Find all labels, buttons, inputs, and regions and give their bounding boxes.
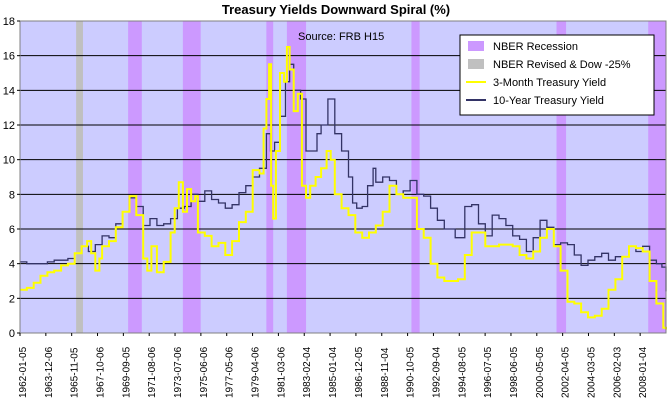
source-note: Source: FRB H15 (298, 31, 384, 43)
x-tick-label: 1975-06-06 (199, 346, 210, 398)
y-tick-label: 18 (3, 16, 15, 28)
x-tick-label: 1967-10-06 (96, 346, 107, 398)
y-tick-label: 12 (3, 120, 15, 132)
x-tick-label: 1983-02-04 (302, 346, 313, 398)
x-tick-label: 2000-05-05 (535, 346, 546, 398)
recession-bands (76, 21, 666, 333)
legend-label: 10-Year Treasury Yield (493, 95, 604, 107)
x-tick-label: 1965-11-05 (70, 347, 81, 398)
legend-label: NBER Revised & Dow -25% (493, 59, 631, 71)
x-tick-label: 1990-10-05 (406, 346, 417, 398)
x-tick-label: 1977-05-06 (225, 346, 236, 398)
x-tick-label: 1963-12-06 (44, 346, 55, 398)
x-tick-label: 1962-01-05 (18, 346, 29, 398)
plot-border (19, 20, 667, 334)
x-tick-label: 1986-12-05 (354, 346, 365, 398)
x-tick-label: 1979-04-06 (251, 346, 262, 398)
x-tick-label: 1994-08-05 (457, 346, 468, 398)
y-tick-label: 8 (9, 189, 15, 201)
recession-band (266, 21, 274, 333)
chart-title: Treasury Yields Downward Spiral (%) (222, 2, 450, 17)
y-tick-labels: 0 2 4 6 8 10 12 14 16 18 (3, 16, 20, 340)
x-tick-label: 1996-07-05 (483, 346, 494, 398)
legend-swatch (468, 59, 484, 69)
legend: NBER Recession NBER Revised & Dow -25% 3-M… (459, 34, 655, 116)
y-tick-label: 14 (3, 85, 15, 97)
legend-box (459, 34, 655, 116)
recession-band (128, 21, 142, 333)
x-tick-label: 2004-03-05 (586, 346, 597, 398)
y-tick-label: 0 (9, 328, 15, 340)
recession-band (411, 21, 420, 333)
series-line-10-year (20, 63, 667, 292)
series-lines (20, 46, 667, 330)
x-tick-label: 1973-07-06 (173, 346, 184, 398)
x-tick-label: 1988-11-04 (380, 347, 391, 398)
x-tick-label: 2002-04-05 (561, 346, 572, 398)
gridlines (20, 20, 666, 299)
revised-band (76, 21, 83, 333)
x-tick-label: 1998-06-05 (509, 346, 520, 398)
legend-label: NBER Recession (493, 41, 578, 53)
x-tick-label: 2006-02-03 (612, 346, 623, 398)
recession-band (556, 21, 567, 333)
x-tick-label: 1985-01-04 (328, 346, 339, 398)
legend-label: 3-Month Treasury Yield (493, 77, 606, 89)
x-tick-labels: 1962-01-05 1963-12-06 1965-11-05 1967-10-06… (18, 333, 649, 398)
axes (19, 20, 667, 334)
x-tick-label: 1971-08-06 (147, 346, 158, 398)
recession-band (182, 21, 201, 333)
series-line-3-month (20, 46, 667, 330)
x-tick-label: 2008-01-04 (638, 346, 649, 398)
y-tick-label: 4 (9, 259, 15, 271)
y-tick-label: 16 (3, 51, 15, 63)
y-tick-label: 6 (9, 224, 15, 236)
x-tick-label: 1969-09-05 (121, 346, 132, 398)
y-tick-label: 2 (9, 293, 15, 305)
x-tick-label: 1981-03-06 (276, 346, 287, 398)
y-tick-label: 10 (3, 155, 15, 167)
legend-swatch (468, 41, 484, 51)
x-tick-label: 1992-09-04 (431, 346, 442, 398)
